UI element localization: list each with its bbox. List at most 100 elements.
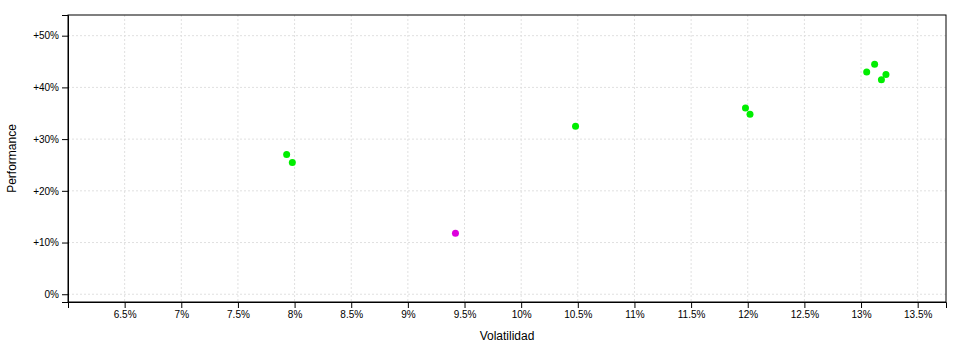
point xyxy=(572,123,579,130)
x-tick-label: 9.5% xyxy=(454,309,477,320)
y-tick-mark xyxy=(62,243,68,244)
plot: 6.5% 7% 7.5% 8% 8.5% 9% 9.5% 10% 10.5% 11% 11.5% 12… xyxy=(33,15,946,320)
y-grid-line xyxy=(68,139,946,140)
x-tick: 10% xyxy=(512,302,532,320)
x-tick: 9.5% xyxy=(454,302,477,320)
x-tick-mark xyxy=(181,302,182,308)
y-tick: +40% xyxy=(33,82,68,93)
y-grid-line xyxy=(68,87,946,88)
point xyxy=(871,61,878,68)
y-tick: +30% xyxy=(33,134,68,145)
chart: 6.5% 7% 7.5% 8% 8.5% 9% 9.5% 10% 10.5% 11% 11.5% 12… xyxy=(0,0,966,350)
x-tick: 6.5% xyxy=(114,302,137,320)
x-tick: 8.5% xyxy=(340,302,363,320)
series xyxy=(452,230,459,237)
x-tick-mark xyxy=(295,302,296,308)
x-tick: 7% xyxy=(175,302,190,320)
series xyxy=(283,61,889,166)
y-tick-label: +40% xyxy=(33,82,59,93)
y-tick: 0% xyxy=(45,289,68,300)
y-tick-mark xyxy=(62,294,68,295)
x-grid-line xyxy=(861,15,862,302)
y-axis-title: Performance xyxy=(5,124,19,193)
x-tick-mark xyxy=(691,302,692,308)
point xyxy=(747,111,754,118)
x-tick-label: 13.5% xyxy=(904,309,932,320)
x-tick-label: 8% xyxy=(288,309,303,320)
y-axis-line xyxy=(62,16,69,303)
x-axis-line xyxy=(69,303,947,309)
x-tick-label: 8.5% xyxy=(340,309,363,320)
x-tick-mark xyxy=(465,302,466,308)
x-tick-mark xyxy=(918,302,919,308)
y-tick-label: +10% xyxy=(33,237,59,248)
x-tick-mark xyxy=(351,302,352,308)
x-tick-mark xyxy=(748,302,749,308)
y-grid-line xyxy=(68,242,946,243)
point xyxy=(742,105,749,112)
y-tick-mark xyxy=(62,87,68,88)
x-tick-label: 12% xyxy=(738,309,758,320)
x-grid-line xyxy=(351,15,352,302)
y-tick-label: 0% xyxy=(45,289,60,300)
y-tick-mark xyxy=(62,36,68,37)
x-tick: 7.5% xyxy=(227,302,250,320)
x-grid-line xyxy=(747,15,748,302)
x-grid-line xyxy=(577,15,578,302)
x-tick: 11.5% xyxy=(678,302,706,320)
x-axis: 6.5% 7% 7.5% 8% 8.5% 9% 9.5% 10% 10.5% 11% 11.5% 12… xyxy=(69,302,947,320)
x-tick-mark xyxy=(238,302,239,308)
x-tick-label: 9% xyxy=(401,309,416,320)
x-tick-mark xyxy=(578,302,579,308)
point xyxy=(882,71,889,78)
y-tick-label: +20% xyxy=(33,186,59,197)
x-tick: 10.5% xyxy=(564,302,592,320)
x-tick: 13.5% xyxy=(904,302,932,320)
x-tick: 9% xyxy=(401,302,416,320)
x-tick-label: 6.5% xyxy=(114,309,137,320)
x-tick: 13% xyxy=(852,302,872,320)
y-tick-mark xyxy=(62,139,68,140)
x-grid-line xyxy=(917,15,918,302)
x-tick-label: 7% xyxy=(175,309,190,320)
x-grid-line xyxy=(181,15,182,302)
x-tick-mark xyxy=(861,302,862,308)
x-tick-label: 12.5% xyxy=(791,309,819,320)
x-grid-line xyxy=(237,15,238,302)
y-axis: 0% +10% +20% +30% +40% +50% xyxy=(33,16,68,303)
x-tick-label: 10.5% xyxy=(564,309,592,320)
y-tick-mark xyxy=(62,191,68,192)
x-grid-line xyxy=(294,15,295,302)
x-tick-label: 10% xyxy=(512,309,532,320)
x-grid-line xyxy=(634,15,635,302)
x-tick: 8% xyxy=(288,302,303,320)
x-axis-title: Volatilidad xyxy=(480,329,535,343)
y-grid-line xyxy=(68,190,946,191)
y-grid-line xyxy=(68,294,946,295)
y-tick: +50% xyxy=(33,30,68,41)
x-tick-mark xyxy=(804,302,805,308)
y-tick: +20% xyxy=(33,186,68,197)
point xyxy=(452,230,459,237)
x-grid-line xyxy=(407,15,408,302)
x-tick: 12.5% xyxy=(791,302,819,320)
x-tick-label: 11.5% xyxy=(678,309,706,320)
y-grid-line xyxy=(68,35,946,36)
y-tick-label: +30% xyxy=(33,134,59,145)
x-grid-line xyxy=(464,15,465,302)
x-grid-line xyxy=(804,15,805,302)
x-grid-line xyxy=(124,15,125,302)
point xyxy=(863,68,870,75)
x-tick: 11% xyxy=(625,302,644,320)
plot-frame xyxy=(68,15,946,302)
x-tick-mark xyxy=(125,302,126,308)
x-tick-mark xyxy=(634,302,635,308)
point xyxy=(289,159,296,166)
y-tick: +10% xyxy=(33,237,68,248)
x-tick: 12% xyxy=(738,302,758,320)
point xyxy=(283,151,290,158)
x-grid-line xyxy=(691,15,692,302)
x-tick-label: 11% xyxy=(625,309,644,320)
x-tick-mark xyxy=(521,302,522,308)
x-tick-label: 13% xyxy=(852,309,872,320)
